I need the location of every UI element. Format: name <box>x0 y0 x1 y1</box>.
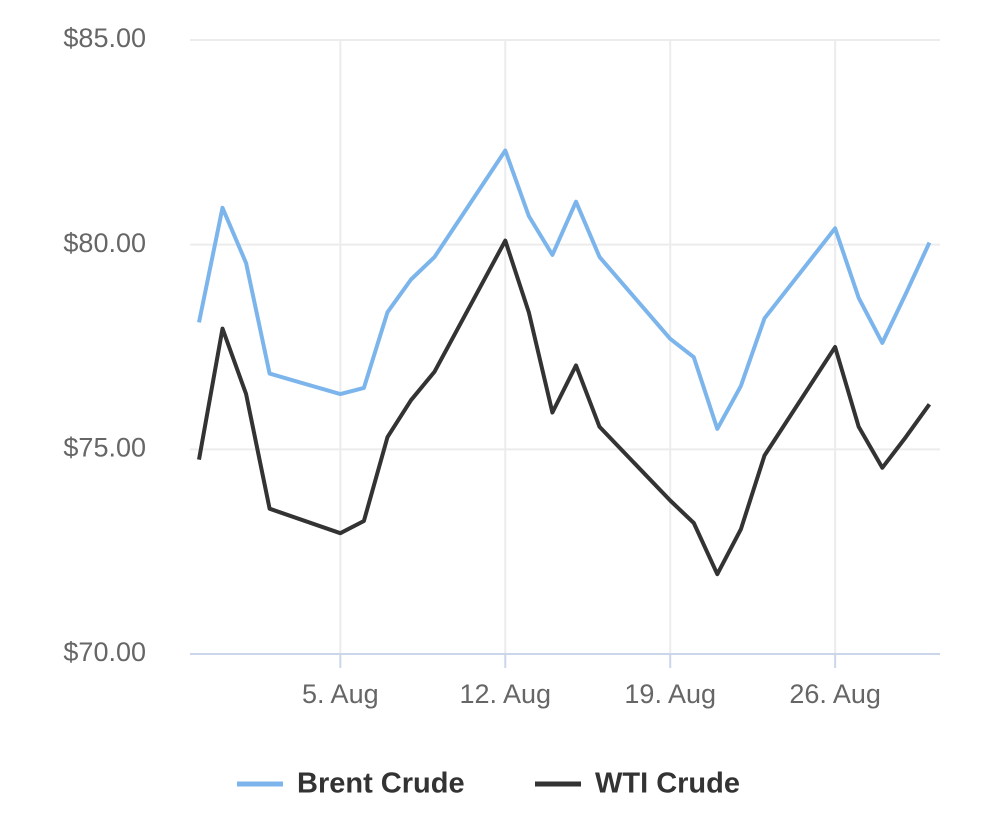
x-tick-label: 19. Aug <box>624 679 716 709</box>
y-tick-label: $80.00 <box>63 228 146 258</box>
y-tick-label: $75.00 <box>63 432 146 462</box>
y-tick-label: $85.00 <box>63 23 146 53</box>
x-tick-label: 12. Aug <box>459 679 551 709</box>
legend-label: Brent Crude <box>297 768 465 800</box>
series-line <box>197 238 932 577</box>
series-line <box>197 148 932 431</box>
y-tick-label: $70.00 <box>63 637 146 667</box>
legend-label: WTI Crude <box>595 768 740 800</box>
x-tick-label: 26. Aug <box>789 679 881 709</box>
x-tick-label: 5. Aug <box>302 679 379 709</box>
